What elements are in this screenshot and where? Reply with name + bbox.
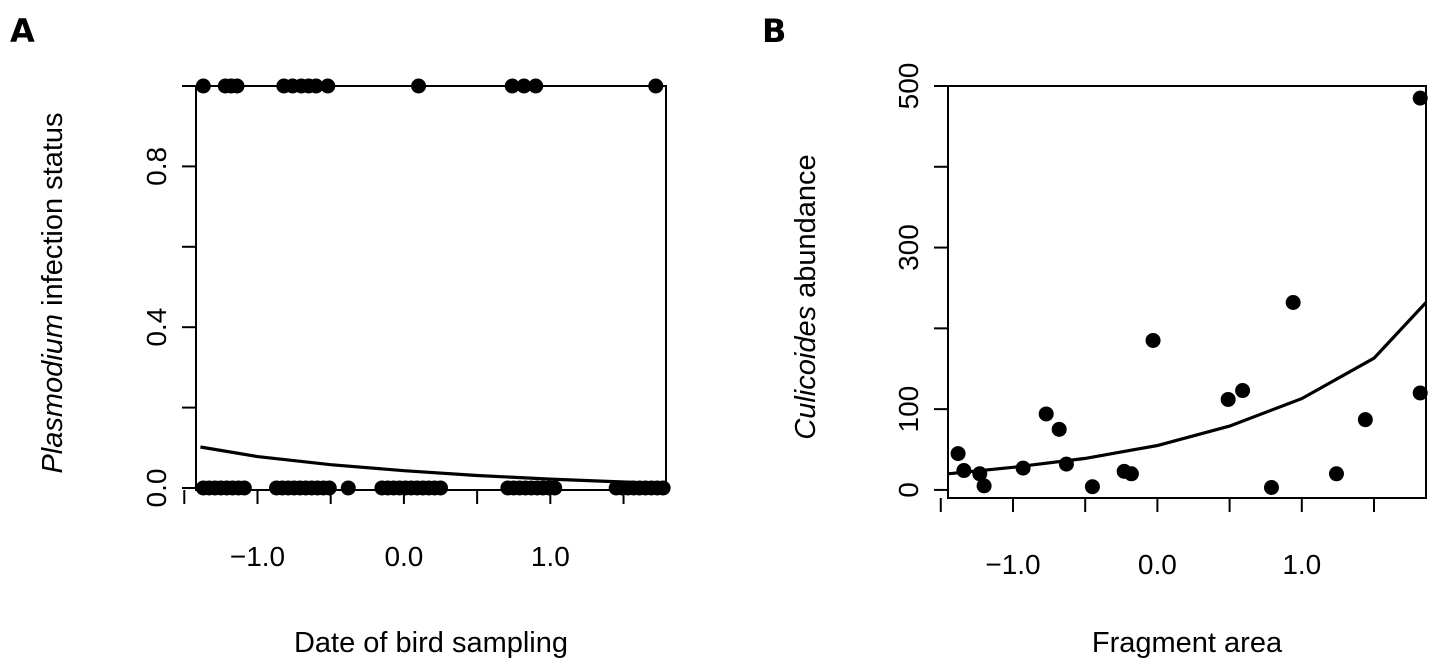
x-axis: −1.0 0.0 1.0 [183, 490, 625, 572]
fit-curve [947, 301, 1428, 476]
data-point [528, 78, 544, 94]
x-axis-label: Fragment area [1092, 627, 1283, 659]
y-tick-label: 100 [893, 386, 924, 433]
x-tick-label: −1.0 [230, 541, 285, 572]
data-points [195, 78, 671, 496]
y-axis: 0.0 0.4 0.8 [141, 85, 196, 508]
x-tick-label: 1.0 [531, 541, 570, 572]
x-tick-label: 1.0 [1282, 549, 1321, 580]
y-tick-label: 0.4 [141, 308, 172, 347]
data-points [950, 90, 1428, 495]
y-axis-label-italic: Culicoides [790, 306, 822, 440]
data-point [1357, 412, 1373, 428]
data-point [308, 78, 324, 94]
x-axis: −1.0 0.0 1.0 [939, 498, 1376, 580]
data-point [504, 78, 520, 94]
data-point [321, 480, 337, 496]
y-tick-label: 0.8 [141, 147, 172, 186]
data-point [1038, 406, 1054, 422]
data-point [236, 480, 252, 496]
y-axis-label-rest: abundance [790, 154, 822, 306]
panel-a-letter: A [10, 12, 35, 50]
plot-frame [947, 85, 1427, 499]
y-axis-label: Culicoides abundance [790, 154, 822, 439]
y-tick-label: 0 [893, 482, 924, 498]
panel-a-plot: −1.0 0.0 1.0 0.0 0.4 0.8 Date of bird sampling… [37, 78, 671, 659]
y-axis: 0 100 300 500 [893, 63, 948, 498]
data-point [648, 78, 664, 94]
data-point [1412, 385, 1428, 401]
data-point [655, 480, 671, 496]
data-point [976, 478, 992, 494]
data-point [433, 480, 449, 496]
data-point [340, 480, 356, 496]
data-point [1328, 466, 1344, 482]
y-tick-label: 500 [893, 63, 924, 110]
data-point [1084, 479, 1100, 495]
panel-b-plot: −1.0 0.0 1.0 0 100 300 500 Fragment area Culicoi… [790, 63, 1428, 659]
data-point [1220, 391, 1236, 407]
data-point [320, 78, 336, 94]
data-point [1263, 479, 1279, 495]
x-tick-label: 0.0 [1138, 549, 1177, 580]
data-point [1235, 383, 1251, 399]
data-point [1051, 421, 1067, 437]
data-point [195, 78, 211, 94]
x-tick-label: 0.0 [384, 541, 423, 572]
y-axis-label-rest: infection status [37, 112, 69, 314]
data-point [411, 78, 427, 94]
data-point [1412, 90, 1428, 106]
y-axis-label-italic: Plasmodium [37, 314, 69, 474]
x-axis-label: Date of bird sampling [294, 627, 568, 659]
x-tick-label: −1.0 [985, 549, 1040, 580]
y-tick-label: 300 [893, 224, 924, 271]
data-point [516, 78, 532, 94]
data-point [229, 78, 245, 94]
data-point [950, 446, 966, 462]
y-tick-label: 0.0 [141, 469, 172, 508]
data-point [547, 480, 563, 496]
plot-frame [195, 85, 667, 491]
data-point [1145, 332, 1161, 348]
data-point [1015, 460, 1031, 476]
panel-b-letter: B [762, 12, 787, 50]
data-point [1058, 456, 1074, 472]
data-point [956, 463, 972, 479]
fit-curve [200, 445, 665, 486]
data-point [1123, 466, 1139, 482]
data-point [972, 466, 988, 482]
data-point [1285, 295, 1301, 311]
y-axis-label: Plasmodium infection status [37, 112, 69, 473]
